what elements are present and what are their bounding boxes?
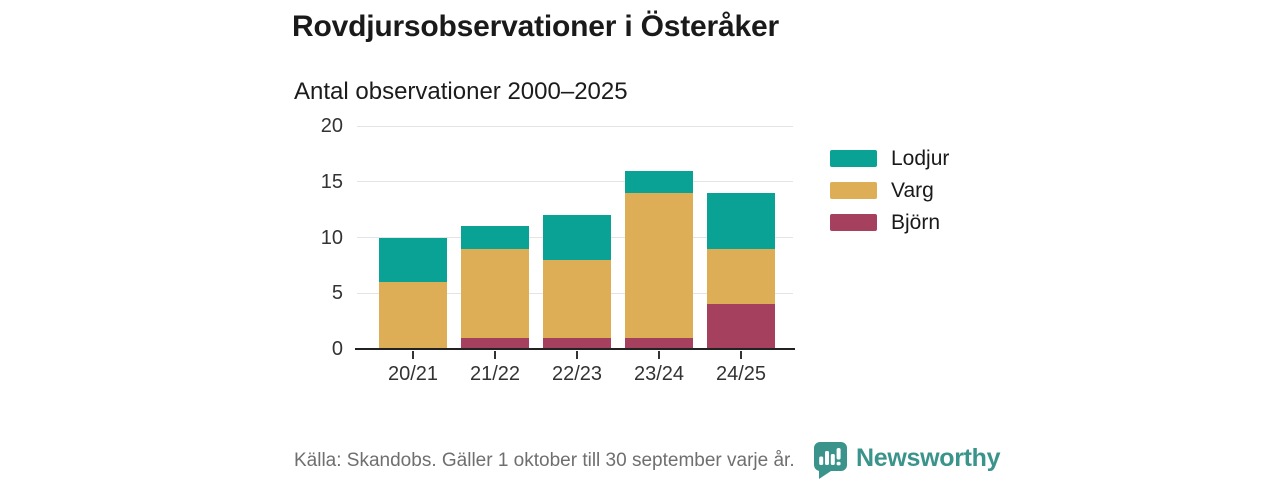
legend-label: Lodjur (891, 147, 950, 170)
legend: Lodjur Varg Björn (830, 147, 950, 246)
legend-swatch (830, 182, 877, 199)
y-axis-label: 20 (320, 115, 343, 137)
source-note: Källa: Skandobs. Gäller 1 oktober till 3… (294, 450, 795, 471)
x-axis-label: 21/22 (469, 363, 521, 385)
x-axis-line (355, 347, 795, 350)
bar-segment-varg (543, 259, 611, 338)
bar-segment-varg (379, 282, 447, 349)
y-axis-label: 15 (320, 170, 343, 193)
y-axis-label: 10 (320, 226, 343, 249)
x-axis-label: 20/21 (387, 363, 439, 385)
legend-swatch (830, 214, 877, 231)
newsworthy-logo: Newsworthy (812, 441, 1001, 479)
bar-segment-lodjur (543, 215, 611, 260)
y-axis-label: 5 (331, 282, 343, 305)
bar-segment-varg (461, 248, 529, 338)
x-axis-tick (658, 351, 660, 359)
chart-subtitle: Antal observationer 2000–2025 (294, 78, 628, 105)
bar-segment-bjorn (625, 337, 693, 349)
bar-segment-lodjur (379, 237, 447, 283)
legend-label: Björn (891, 211, 941, 234)
gridline (357, 181, 793, 183)
brand-name: Newsworthy (856, 443, 1001, 472)
x-axis-tick (494, 351, 496, 359)
bar-segment-varg (625, 192, 693, 338)
x-axis-tick (412, 351, 414, 359)
bar-segment-varg (707, 248, 775, 305)
bar-segment-bjorn (461, 337, 529, 349)
plot-area (355, 125, 795, 359)
bar-segment-lodjur (625, 170, 693, 193)
legend-item-lodjur: Lodjur (830, 147, 950, 170)
legend-swatch (830, 150, 877, 167)
bar-segment-lodjur (707, 192, 775, 249)
bar-segment-lodjur (461, 226, 529, 249)
x-axis-label: 23/24 (633, 363, 685, 385)
x-axis-tick (740, 351, 742, 359)
y-axis-label: 0 (331, 338, 343, 360)
chart-title: Rovdjursobservationer i Österåker (292, 10, 779, 43)
legend-item-varg: Varg (830, 179, 949, 202)
x-axis-label: 22/23 (551, 363, 603, 385)
legend-label: Varg (891, 179, 934, 202)
bar-segment-bjorn (543, 337, 611, 349)
legend-item-bjorn: Björn (830, 211, 949, 234)
gridline (357, 125, 793, 127)
x-axis-label: 24/25 (715, 363, 767, 385)
newsworthy-bubble-chart-icon (813, 442, 847, 479)
x-axis-tick (576, 351, 578, 359)
bar-segment-bjorn (707, 304, 775, 349)
